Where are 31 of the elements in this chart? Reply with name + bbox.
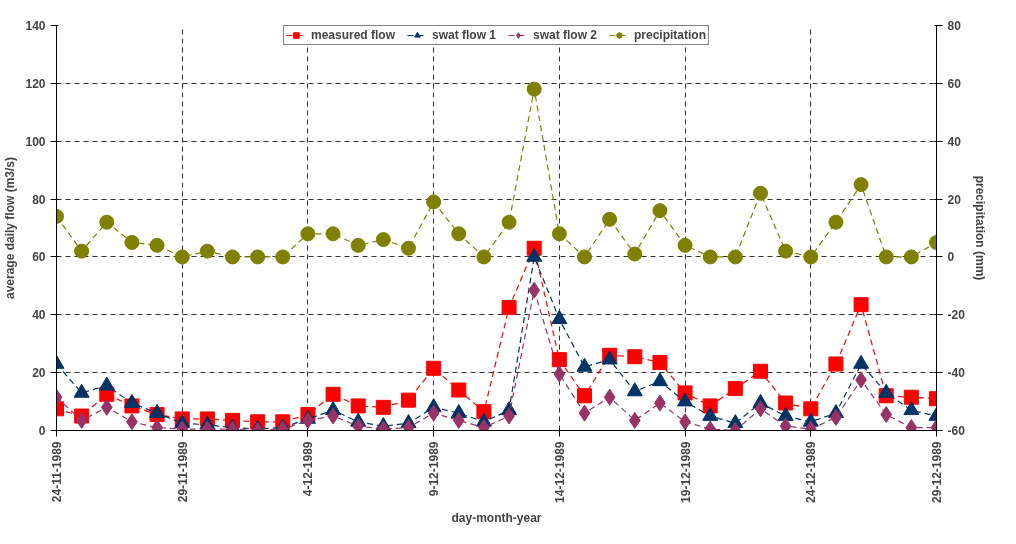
y-tick-label: 80	[32, 192, 46, 207]
y2-tick-label: 80	[947, 19, 962, 33]
y-tick-label: 0	[38, 424, 46, 438]
y-tick-label: 20	[32, 366, 46, 381]
y-tick-label: 120	[25, 76, 46, 91]
x-tick-label: 29-12-1989	[930, 441, 944, 503]
y2-axis-title: precipitation (mm)	[972, 175, 987, 281]
y2-tick-label: -40	[947, 366, 966, 381]
y2-tick-label: 20	[947, 192, 962, 207]
y-axis-title: average daily flow (m3/s)	[3, 156, 18, 300]
y2-tick-label: -60	[947, 424, 966, 438]
x-axis-title: day-month-year	[451, 510, 542, 525]
y2-tick-label: 60	[947, 76, 962, 91]
x-tick-label: 9-12-1989	[427, 441, 442, 497]
y-tick-label: 40	[32, 308, 46, 323]
x-tick-label: 14-12-1989	[552, 441, 567, 503]
y-tick-label: 140	[25, 19, 46, 33]
x-tick-label: 4-12-1989	[301, 441, 316, 497]
legend-label: swat flow 2	[533, 28, 598, 42]
x-tick-label: 29-11-1989	[175, 441, 190, 503]
x-tick-label: 24-11-1989	[50, 441, 64, 503]
y-tick-label: 100	[25, 134, 46, 149]
legend-label: swat flow 1	[431, 28, 497, 42]
legend-label: measured flow	[310, 28, 395, 42]
y2-tick-label: -20	[947, 308, 966, 323]
x-tick-label: 24-12-1989	[804, 441, 819, 503]
x-tick-label: 19-12-1989	[678, 441, 693, 503]
y-tick-label: 60	[32, 250, 46, 265]
y2-tick-label: 0	[947, 250, 955, 265]
y2-tick-label: 40	[947, 134, 962, 149]
legend-label: precipitation	[634, 28, 707, 42]
